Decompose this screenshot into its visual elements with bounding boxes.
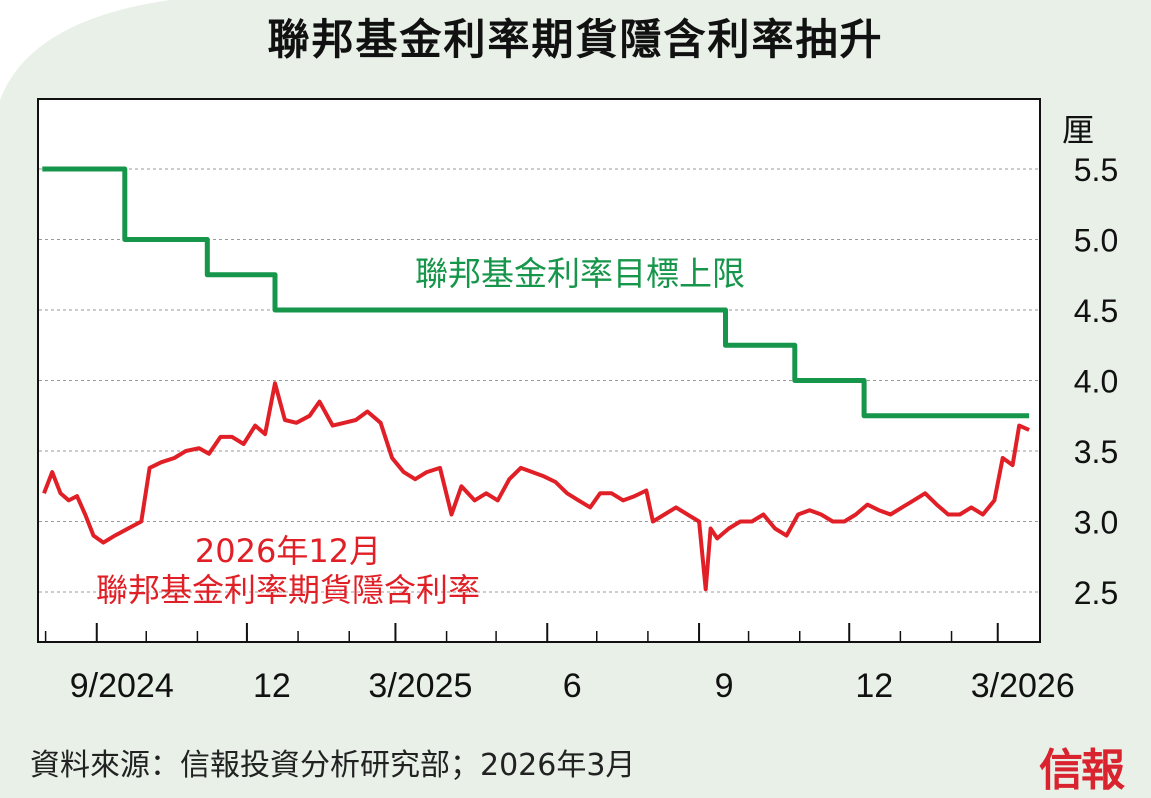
y-tick-label: 4.5 — [1074, 293, 1118, 329]
futures-rate-label-line2: 聯邦基金利率期貨隱含利率 — [96, 571, 480, 609]
x-tick-label: 9/2024 — [70, 667, 174, 705]
x-tick-label: 12 — [855, 667, 893, 705]
chart-title: 聯邦基金利率期貨隱含利率抽升 — [267, 15, 884, 64]
x-tick-label: 9 — [715, 667, 734, 705]
corner-decoration — [0, 0, 170, 100]
y-tick-label: 3.5 — [1074, 434, 1118, 470]
hkej-logo: 信報 — [1039, 745, 1125, 796]
y-axis-unit: 厘 — [1062, 111, 1094, 149]
y-tick-label: 5.5 — [1074, 152, 1118, 188]
y-tick-label: 5.0 — [1074, 223, 1118, 259]
futures-rate-line — [42, 381, 1030, 592]
y-tick-label: 3.0 — [1074, 505, 1118, 541]
x-tick-label: 12 — [253, 667, 291, 705]
x-tick-label: 3/2025 — [368, 667, 472, 705]
x-tick-label: 6 — [563, 667, 582, 705]
y-tick-label: 4.0 — [1074, 364, 1118, 400]
futures-rate-label-line1: 2026年12月 — [195, 532, 381, 570]
plot-area-frame — [37, 98, 1041, 643]
source-note: 資料來源：信報投資分析研究部；2026年3月 — [30, 748, 636, 783]
target-rate-label: 聯邦基金利率目標上限 — [415, 254, 745, 293]
x-tick-label: 3/2026 — [971, 667, 1075, 705]
y-tick-label: 2.5 — [1074, 575, 1118, 611]
target-rate-line — [42, 166, 1030, 419]
